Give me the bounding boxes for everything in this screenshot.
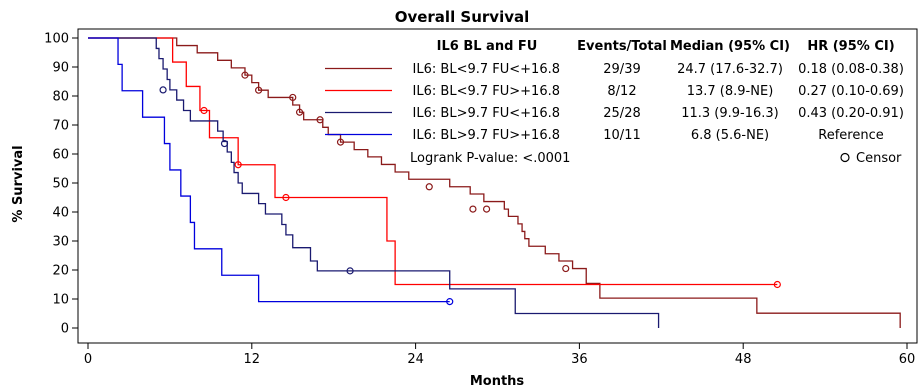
x-tick-label: 0 [84,352,92,367]
y-tick-label: 50 [52,177,69,192]
censor-point-3 [220,139,229,148]
censor-legend-marker [840,152,850,163]
legend-header-median: Median (95% CI) [670,39,790,54]
legend-series-name: IL6: BL>9.7 FU>+16.8 [413,128,560,143]
logrank-text: Logrank P-value: <.0001 [410,151,570,166]
x-tick-label: 48 [735,352,752,367]
censor-point-4 [446,298,454,306]
legend-hr: Reference [818,128,883,143]
y-tick-label: 40 [52,206,69,221]
series-line-3 [88,37,660,328]
censor-point-2 [773,280,781,289]
legend-median: 11.3 (9.9-16.3) [681,106,779,121]
y-tick-label: 30 [52,235,69,250]
legend-median: 13.7 (8.9-NE) [687,84,774,99]
y-tick-label: 100 [44,32,69,47]
censor-point-2 [234,161,242,169]
legend-header-group: IL6 BL and FU [437,39,538,54]
censor-point-1 [289,93,297,102]
censor-point-3 [159,86,167,94]
censor-point-1 [336,138,345,146]
legend-hr: 0.43 (0.20-0.91) [798,106,904,121]
plot-frame [77,28,918,344]
legend-median: 24.7 (17.6-32.7) [677,62,783,77]
series-layer [88,37,901,328]
x-tick-label: 60 [899,352,916,367]
series-line-1 [88,37,901,328]
y-tick-label: 80 [52,90,69,105]
chart-title: Overall Survival [395,8,530,26]
y-tick-label: 0 [61,322,69,337]
legend-events-total: 25/28 [603,106,640,121]
legend-hr: 0.27 (0.10-0.69) [798,84,904,99]
legend-series-name: IL6: BL<9.7 FU>+16.8 [413,84,560,99]
legend-hr: 0.18 (0.08-0.38) [798,62,904,77]
censor-point-2 [200,106,208,115]
censor-point-1 [295,108,304,116]
censor-point-3 [346,267,354,275]
censor-point-1 [425,183,433,191]
censor-point-1 [482,205,491,213]
legend-median: 6.8 (5.6-NE) [691,128,769,143]
censor-legend-label: Censor [856,151,902,166]
legend-events-total: 10/11 [603,128,640,143]
legend-header-hr: HR (95% CI) [807,39,894,54]
y-tick-label: 20 [52,264,69,279]
censor-point-1 [241,71,249,79]
series-line-4 [88,37,450,303]
legend-events-total: 8/12 [607,84,636,99]
legend: IL6 BL and FU Events/Total Median (95% CI)… [325,39,904,166]
series-line-2 [88,37,778,286]
legend-header-events: Events/Total [577,39,667,54]
censor-point-2 [282,193,290,202]
censor-point-1 [316,116,324,124]
x-tick-label: 24 [407,352,424,367]
x-axis-label: Months [470,374,525,389]
y-tick-label: 70 [52,119,69,134]
axes: 0 12 24 36 48 60 0 10 20 30 40 50 60 70 80 90 100 [44,32,915,368]
legend-series-name: IL6: BL<9.7 FU<+16.8 [413,62,560,77]
y-tick-label: 90 [52,61,69,76]
censor-point-1 [255,86,263,94]
y-tick-label: 60 [52,148,69,163]
y-tick-label: 10 [52,293,69,308]
x-tick-label: 12 [244,352,261,367]
legend-events-total: 29/39 [603,62,640,77]
x-tick-label: 36 [571,352,588,367]
censor-point-1 [469,205,477,213]
legend-series-name: IL6: BL>9.7 FU<+16.8 [413,106,560,121]
censor-point-1 [562,264,570,273]
y-axis-label: % Survival [11,145,26,222]
